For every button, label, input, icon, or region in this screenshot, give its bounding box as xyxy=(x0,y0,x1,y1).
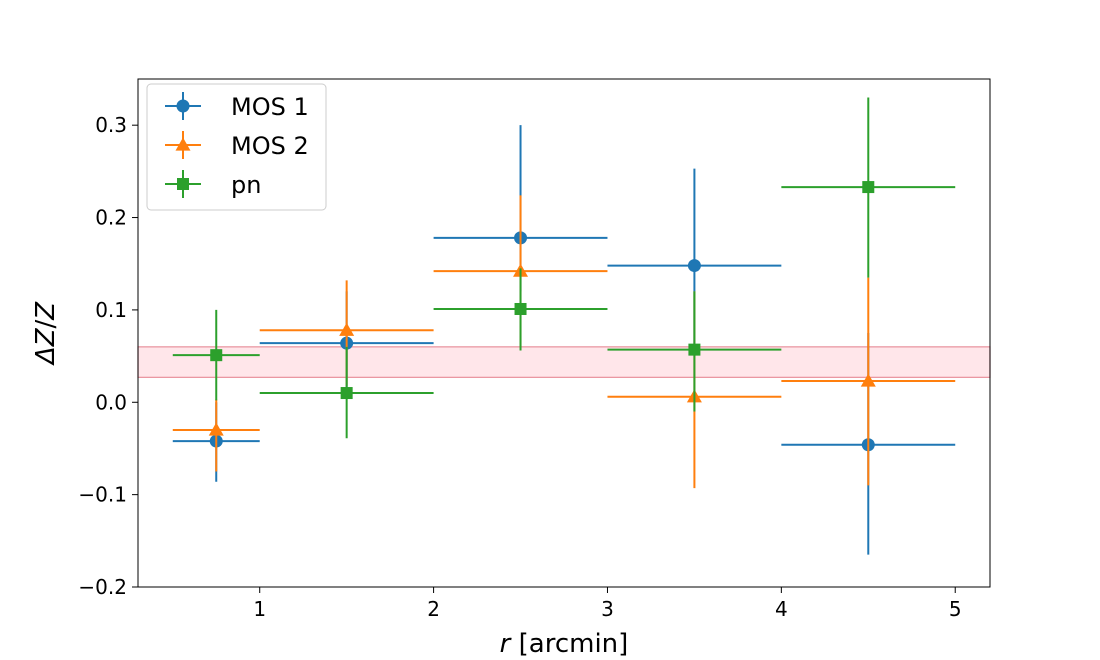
y-tick-label: 0.3 xyxy=(95,113,127,137)
x-tick-label: 4 xyxy=(775,597,788,621)
mos-1-data-point xyxy=(687,259,701,273)
x-tick-label: 1 xyxy=(253,597,266,621)
legend-label-pn: pn xyxy=(231,171,261,199)
pn-data-point xyxy=(514,302,527,315)
mos-2-data-point xyxy=(339,322,355,336)
pn-data-point xyxy=(862,181,875,194)
x-axis-label-var: r xyxy=(500,629,513,659)
y-tick-label: −0.2 xyxy=(78,575,127,599)
y-axis-label: ΔZ/Z xyxy=(31,301,61,366)
x-axis-label-unit: [arcmin] xyxy=(510,629,628,659)
legend-marker-mos-2 xyxy=(175,137,191,151)
y-axis-label-main: ΔZ xyxy=(31,327,61,366)
y-axis-label-den: Z xyxy=(31,301,61,321)
series-layer xyxy=(172,97,956,555)
pn-data-point xyxy=(688,343,701,356)
mos-2-data-point xyxy=(860,373,876,387)
mos-2-data-point xyxy=(208,422,224,436)
series-pn xyxy=(172,97,956,439)
y-tick-label: 0.2 xyxy=(95,206,127,230)
pn-data-point xyxy=(210,349,223,362)
axes-layer: 1 2 3 4 5 −0.2 −0.1 0.0 0.1 0.2 0.3 xyxy=(78,113,961,621)
reference-band xyxy=(137,346,991,378)
y-axis-label-sep: / xyxy=(31,319,61,328)
x-tick-label: 5 xyxy=(949,597,962,621)
y-tick-label: 0.1 xyxy=(95,298,127,322)
legend-marker-pn xyxy=(177,178,189,190)
legend-label-mos-1: MOS 1 xyxy=(231,93,309,121)
band-layer xyxy=(137,346,991,378)
x-tick-label: 2 xyxy=(427,597,440,621)
legend-marker-mos-1 xyxy=(176,99,190,113)
legend: MOS 1 MOS 2 pn xyxy=(146,83,327,211)
x-axis-label: r [arcmin] xyxy=(500,629,629,659)
legend-label-mos-2: MOS 2 xyxy=(231,132,309,160)
y-tick-label: 0.0 xyxy=(95,390,127,414)
legend-entries: MOS 1 MOS 2 pn xyxy=(165,92,309,199)
pn-data-point xyxy=(340,387,353,400)
legend-frame xyxy=(146,83,327,211)
y-tick-label: −0.1 xyxy=(78,483,127,507)
x-tick-label: 3 xyxy=(601,597,614,621)
plot-frame xyxy=(137,78,991,588)
